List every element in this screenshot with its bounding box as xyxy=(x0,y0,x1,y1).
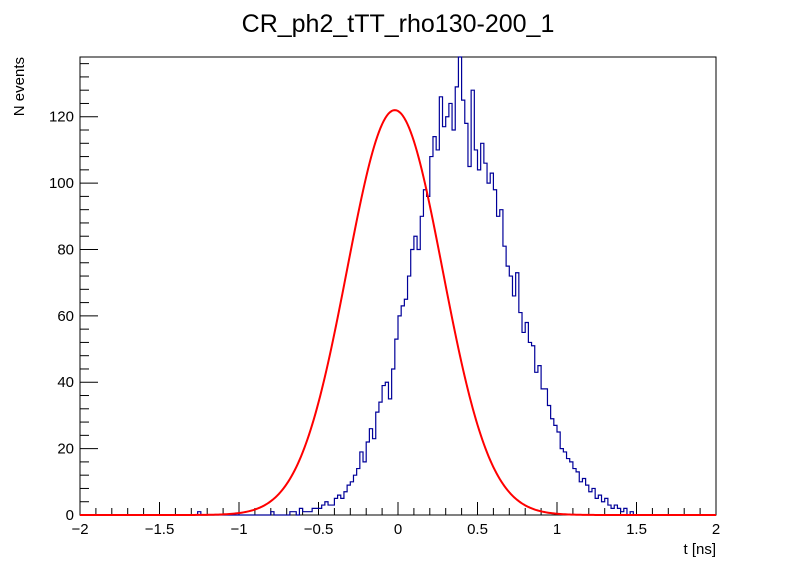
plot-frame xyxy=(79,56,717,516)
x-axis-label: t [ns] xyxy=(683,541,716,558)
y-tick-label: 100 xyxy=(49,175,74,192)
chart-title: CR_ph2_tTT_rho130-200_1 xyxy=(242,10,555,38)
x-tick-label: 0 xyxy=(394,521,402,538)
x-tick-label: 2 xyxy=(712,521,720,538)
x-tick-label: −1 xyxy=(230,521,247,538)
x-tick-label: −0.5 xyxy=(304,521,334,538)
x-axis: −2 −1.5 −1 −0.5 0 0.5 1 1.5 2 xyxy=(71,502,720,538)
y-tick-label: 60 xyxy=(57,308,74,325)
y-tick-label: 40 xyxy=(57,374,74,391)
x-tick-label: −2 xyxy=(71,521,88,538)
y-axis: 0 20 40 60 80 100 120 xyxy=(49,63,98,524)
gaussian-fit-curve xyxy=(80,109,716,516)
y-tick-label: 20 xyxy=(57,441,74,458)
x-tick-label: 1.5 xyxy=(626,521,647,538)
y-axis-label: N events xyxy=(11,57,28,116)
x-tick-label: −1.5 xyxy=(145,521,175,538)
y-tick-label: 120 xyxy=(49,109,74,126)
x-tick-label: 1 xyxy=(553,521,561,538)
histogram-series xyxy=(80,56,716,516)
y-tick-label: 80 xyxy=(57,241,74,258)
y-tick-label: 0 xyxy=(66,507,74,524)
x-tick-label: 0.5 xyxy=(467,521,488,538)
